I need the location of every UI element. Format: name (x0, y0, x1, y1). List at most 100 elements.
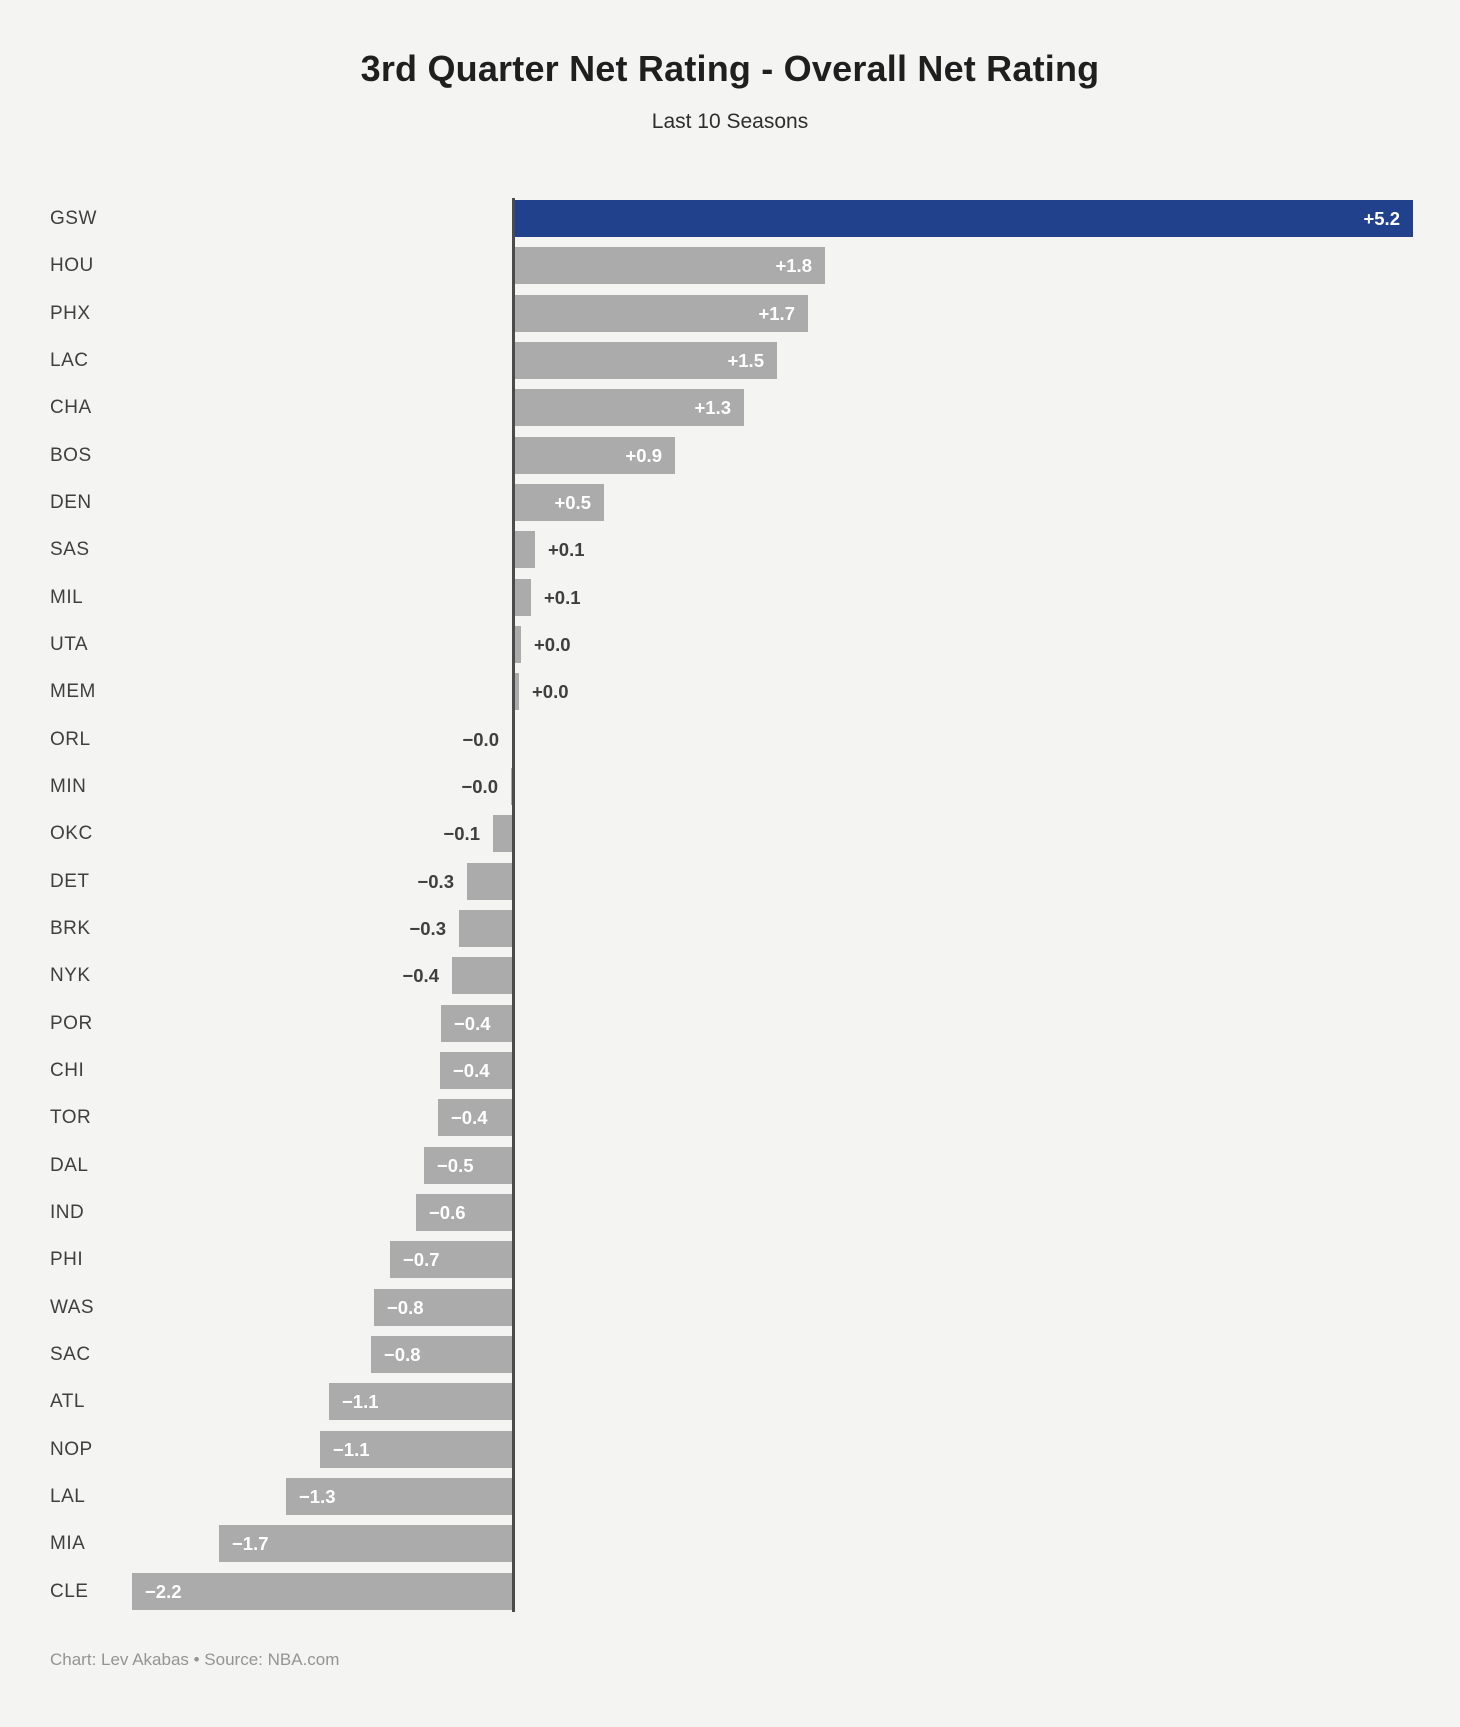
bar-TOR (438, 1099, 514, 1136)
chart-row-DET: DET −0.3 (0, 863, 1460, 900)
value-label: −0.0 (461, 776, 498, 797)
team-label: DAL (50, 1155, 89, 1176)
value-label: −1.3 (299, 1486, 336, 1507)
bar-NYK (452, 957, 514, 994)
value-label: −0.8 (384, 1344, 421, 1365)
bar-DET (467, 863, 514, 900)
chart-row-MIN: MIN −0.0 (0, 768, 1460, 805)
team-label: MEM (50, 681, 96, 702)
value-label: −0.4 (402, 965, 439, 986)
team-label: OKC (50, 823, 93, 844)
chart-row-PHI: PHI −0.7 (0, 1241, 1460, 1278)
chart-row-BRK: BRK −0.3 (0, 910, 1460, 947)
chart-row-CHA: CHA +1.3 (0, 389, 1460, 426)
chart-title: 3rd Quarter Net Rating - Overall Net Rat… (360, 48, 1100, 89)
team-label: UTA (50, 634, 89, 655)
value-label: −1.1 (342, 1391, 379, 1412)
bar-HOU (514, 247, 825, 284)
bar-SAS (514, 531, 535, 568)
value-label: −2.2 (145, 1581, 182, 1602)
value-label: −0.3 (417, 871, 454, 892)
bar-IND (416, 1194, 514, 1231)
zero-axis-line (512, 198, 515, 1612)
team-label: SAS (50, 539, 90, 560)
team-label: CLE (50, 1581, 89, 1602)
team-label: SAC (50, 1344, 91, 1365)
team-label: ATL (50, 1391, 85, 1412)
chart-row-OKC: OKC −0.1 (0, 815, 1460, 852)
value-label: −0.7 (403, 1249, 440, 1270)
chart-row-ORL: ORL −0.0 (0, 721, 1460, 758)
team-label: WAS (50, 1297, 95, 1318)
team-label: GSW (50, 208, 97, 229)
bar-MEM (514, 673, 519, 710)
value-label: −1.1 (333, 1439, 370, 1460)
bar-CHI (440, 1052, 514, 1089)
bar-UTA (514, 626, 521, 663)
chart-row-LAL: LAL −1.3 (0, 1478, 1460, 1515)
chart-row-HOU: HOU +1.8 (0, 247, 1460, 284)
chart-row-LAC: LAC +1.5 (0, 342, 1460, 379)
team-label: LAC (50, 350, 89, 371)
value-label: −0.1 (443, 823, 480, 844)
bar-BOS (514, 437, 675, 474)
bar-MIL (514, 579, 531, 616)
team-label: PHX (50, 303, 91, 324)
bar-PHX (514, 295, 808, 332)
team-label: BRK (50, 918, 91, 939)
chart-row-NYK: NYK −0.4 (0, 957, 1460, 994)
value-label: −0.4 (451, 1107, 488, 1128)
team-label: ORL (50, 729, 91, 750)
value-label: +0.1 (548, 539, 585, 560)
bar-PHI (390, 1241, 514, 1278)
bar-BRK (459, 910, 514, 947)
chart-row-POR: POR −0.4 (0, 1005, 1460, 1042)
value-label: +0.0 (534, 634, 571, 655)
chart-row-MIL: MIL +0.1 (0, 579, 1460, 616)
team-label: CHA (50, 397, 92, 418)
bar-DEN (514, 484, 604, 521)
chart-row-NOP: NOP −1.1 (0, 1431, 1460, 1468)
chart-row-SAS: SAS +0.1 (0, 531, 1460, 568)
chart-row-CHI: CHI −0.4 (0, 1052, 1460, 1089)
bar-LAC (514, 342, 777, 379)
value-label: −1.7 (232, 1533, 269, 1554)
value-label: +0.9 (625, 445, 662, 466)
chart-row-WAS: WAS −0.8 (0, 1289, 1460, 1326)
value-label: +0.5 (554, 492, 591, 513)
bar-WAS (374, 1289, 514, 1326)
bar-CLE (132, 1573, 514, 1610)
bar-POR (441, 1005, 514, 1042)
team-label: MIA (50, 1533, 86, 1554)
value-label: −0.4 (454, 1013, 491, 1034)
team-label: BOS (50, 445, 92, 466)
value-label: +1.7 (758, 303, 795, 324)
value-label: −0.5 (437, 1155, 474, 1176)
chart-row-DAL: DAL −0.5 (0, 1147, 1460, 1184)
team-label: PHI (50, 1249, 84, 1270)
chart-row-TOR: TOR −0.4 (0, 1099, 1460, 1136)
value-label: +0.1 (544, 587, 581, 608)
bar-MIA (219, 1525, 514, 1562)
source-credit: Chart: Lev Akabas • Source: NBA.com (50, 1650, 340, 1669)
team-label: DEN (50, 492, 92, 513)
bar-OKC (493, 815, 514, 852)
bar-LAL (286, 1478, 514, 1515)
chart-row-SAC: SAC −0.8 (0, 1336, 1460, 1373)
bar-NOP (320, 1431, 514, 1468)
chart-row-GSW: GSW +5.2 (0, 200, 1460, 237)
team-label: HOU (50, 255, 94, 276)
chart-row-MIA: MIA −1.7 (0, 1525, 1460, 1562)
value-label: +1.3 (694, 397, 731, 418)
value-label: +5.2 (1363, 208, 1400, 229)
bar-DAL (424, 1147, 514, 1184)
team-label: TOR (50, 1107, 92, 1128)
team-label: NOP (50, 1439, 93, 1460)
chart-row-UTA: UTA +0.0 (0, 626, 1460, 663)
bar-SAC (371, 1336, 514, 1373)
value-label: −0.4 (453, 1060, 490, 1081)
chart-row-BOS: BOS +0.9 (0, 437, 1460, 474)
value-label: −0.6 (429, 1202, 466, 1223)
team-label: LAL (50, 1486, 86, 1507)
